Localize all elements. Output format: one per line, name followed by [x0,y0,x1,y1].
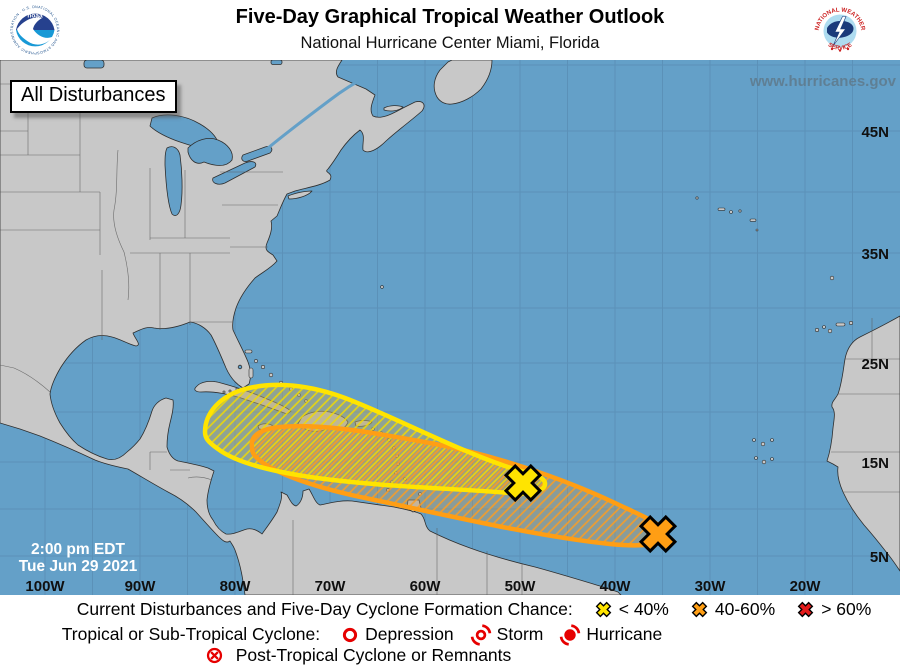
long-island [287,190,313,200]
lon-label-100w: 100W [25,578,65,595]
lat-label-15n: 15N [861,455,889,472]
lon-label-50w: 50W [505,578,537,595]
legend-chance-high: > 60% [821,599,872,619]
lat-label-35n: 35N [861,246,889,263]
africa-landmass [826,315,900,572]
depression-icon [343,627,358,642]
pei-island [383,105,404,112]
legend-post-tropical: Post-Tropical Cyclone or Remnants [235,645,512,665]
lon-label-40w: 40W [600,578,632,595]
issued-date: Tue Jun 29 2021 [18,558,138,575]
svg-text:SERVICE: SERVICE [827,42,854,52]
storm-icon [470,623,491,646]
disturbance-markers [498,458,682,558]
legend-row-cyclone-types: Tropical or Sub-Tropical Cyclone: Depres… [0,623,812,646]
legend-chance-low: < 40% [618,599,669,619]
legend-item-depression: Depression [340,624,454,645]
legend-depression: Depression [365,624,454,644]
lat-label-25n: 25N [861,356,889,373]
newfoundland-island [433,60,493,105]
x-marker-yellow-icon [595,601,612,618]
lakes [83,60,369,370]
atlantic-islands [222,196,853,465]
americas-landmass [0,60,622,595]
lake-winnipeg [83,60,105,69]
disturbance-areas [202,382,670,548]
legend-hurricane: Hurricane [586,624,663,644]
legend-row-formation-chance: Current Disturbances and Five-Day Cyclon… [24,596,900,623]
legend-item-high: > 60% [795,599,871,620]
legend-item-medium: 40-60% [689,599,775,620]
lon-label-60w: 60W [410,578,442,595]
nws-logo: NATIONAL WEATHER SERVICE [813,4,867,58]
legend-item-low: < 40% [593,599,669,620]
nws-lightning-icon [832,16,847,47]
hurricane-icon [560,623,581,646]
noaa-logo: NATIONAL OCEANIC AND ATMOSPHERIC ADMINIS… [8,3,61,56]
noaa-logo-text: noaa [27,13,43,20]
noaa-seagull-icon [17,17,53,45]
map-labels: www.hurricanes.gov 45N 35N 25N 15N 5N 10… [25,73,896,595]
legend-storm: Storm [496,624,544,644]
lake-okeechobee [237,364,243,370]
legend-cyclone-label: Tropical or Sub-Tropical Cyclone: [61,624,321,644]
legend-chance-medium: 40-60% [714,599,776,619]
lake-huron [187,138,233,166]
page-subtitle: National Hurricane Center Miami, Florida [300,34,600,52]
x-marker-orange-icon [691,601,708,618]
disturbance-2-area-hatch [251,426,668,546]
outlook-map[interactable]: www.hurricanes.gov 45N 35N 25N 15N 5N 10… [0,60,900,595]
issuance-timestamp: 2:00 pm EDT Tue Jun 29 2021 [14,541,142,575]
legend-item-post-tropical: Post-Tropical Cyclone or Remnants [205,645,512,665]
basemap-svg: www.hurricanes.gov 45N 35N 25N 15N 5N 10… [0,60,900,595]
st-lawrence-river [267,74,369,150]
disturbance-1-area-outline[interactable] [202,382,548,496]
lon-label-80w: 80W [220,578,252,595]
header: NATIONAL OCEANIC AND ATMOSPHERIC ADMINIS… [0,0,900,60]
post-tropical-icon [206,647,222,664]
lon-label-20w: 20W [790,578,822,595]
lat-label-45n: 45N [861,124,889,141]
mode-label: All Disturbances [21,84,166,106]
disturbance-2-x-marker[interactable] [633,509,682,558]
x-marker-red-icon [797,601,814,618]
lon-label-70w: 70W [315,578,347,595]
lake-michigan [164,146,183,216]
legend-item-hurricane: Hurricane [559,623,663,646]
page-title: Five-Day Graphical Tropical Weather Outl… [235,6,665,28]
legend-chance-label: Current Disturbances and Five-Day Cyclon… [76,599,573,619]
disturbance-1-x-marker[interactable] [498,458,547,507]
lon-label-90w: 90W [125,578,157,595]
lake-erie [212,161,257,185]
legend: Current Disturbances and Five-Day Cyclon… [0,595,900,665]
watermark: www.hurricanes.gov [749,73,897,90]
legend-item-storm: Storm [470,623,544,646]
lon-label-30w: 30W [695,578,727,595]
small-lake [270,60,283,65]
lat-label-5n: 5N [870,549,889,566]
legend-row-post-tropical: Post-Tropical Cyclone or Remnants [0,645,808,665]
issued-time: 2:00 pm EDT [31,541,125,558]
mode-label-box: All Disturbances [10,80,177,113]
